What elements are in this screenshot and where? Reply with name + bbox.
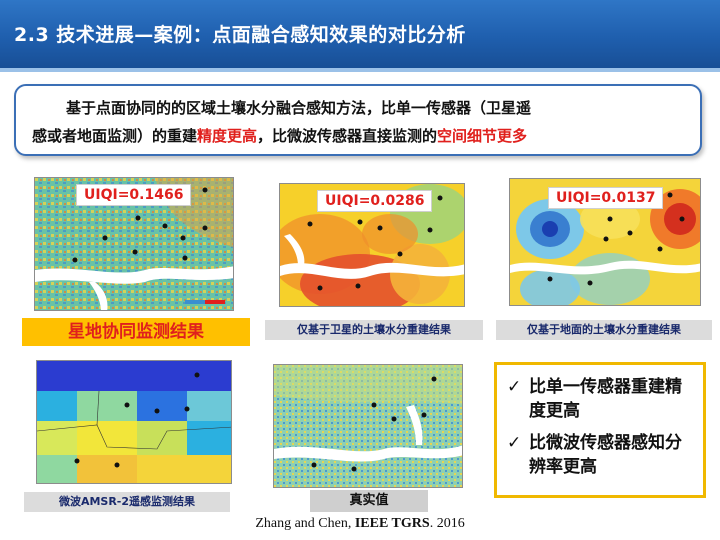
summary-line-2-prefix: 感或者地面监测）的重建 bbox=[32, 127, 198, 145]
caption-truth: 真实值 bbox=[310, 490, 428, 512]
uiqi-label-satellite: UIQI=0.0286 bbox=[317, 190, 433, 212]
check-icon: ✓ bbox=[507, 377, 522, 397]
caption-satellite: 仅基于卫星的土壤水分重建结果 bbox=[265, 320, 483, 340]
caption-amsr: 微波AMSR-2遥感监测结果 bbox=[24, 492, 230, 512]
title-bar: 2.3 技术进展—案例：点面融合感知效果的对比分析 bbox=[0, 0, 720, 68]
highlight-detail: 空间细节更多 bbox=[437, 127, 528, 145]
highlight-accuracy: 精度更高 bbox=[197, 127, 258, 145]
conclusion-text-resolution: 比微波传感器感知分辨率更高 bbox=[529, 433, 682, 477]
caption-ground: 仅基于地面的土壤水分重建结果 bbox=[496, 320, 712, 340]
title-underline bbox=[0, 68, 720, 72]
map-truth bbox=[273, 364, 463, 488]
conclusion-item-resolution: ✓ 比微波传感器感知分辨率更高 bbox=[507, 431, 695, 479]
citation: Zhang and Chen, IEEE TGRS. 2016 bbox=[0, 516, 720, 532]
conclusion-box: ✓ 比单一传感器重建精度更高 ✓ 比微波传感器感知分辨率更高 bbox=[494, 362, 706, 498]
summary-line-2-middle: ，比微波传感器直接监测的 bbox=[257, 127, 438, 145]
map-amsr bbox=[36, 360, 232, 484]
slide-title: 2.3 技术进展—案例：点面融合感知效果的对比分析 bbox=[14, 24, 466, 46]
summary-line-1: 基于点面协同的的区域土壤水分融合感知方法，比单一传感器（卫星遥 bbox=[66, 99, 532, 117]
caption-fused: 星地协同监测结果 bbox=[22, 318, 250, 346]
citation-journal: IEEE TGRS bbox=[354, 516, 430, 531]
citation-authors: Zhang and Chen, bbox=[255, 516, 355, 531]
check-icon: ✓ bbox=[507, 433, 522, 453]
uiqi-label-ground: UIQI=0.0137 bbox=[548, 187, 664, 209]
conclusion-item-accuracy: ✓ 比单一传感器重建精度更高 bbox=[507, 375, 695, 423]
summary-line-2: 感或者地面监测）的重建精度更高，比微波传感器直接监测的空间细节更多 bbox=[32, 122, 684, 150]
summary-box: 基于点面协同的的区域土壤水分融合感知方法，比单一传感器（卫星遥 感或者地面监测）… bbox=[14, 84, 702, 156]
conclusion-text-accuracy: 比单一传感器重建精度更高 bbox=[529, 377, 682, 421]
uiqi-label-fused: UIQI=0.1466 bbox=[76, 184, 192, 206]
citation-year: . 2016 bbox=[429, 516, 465, 531]
